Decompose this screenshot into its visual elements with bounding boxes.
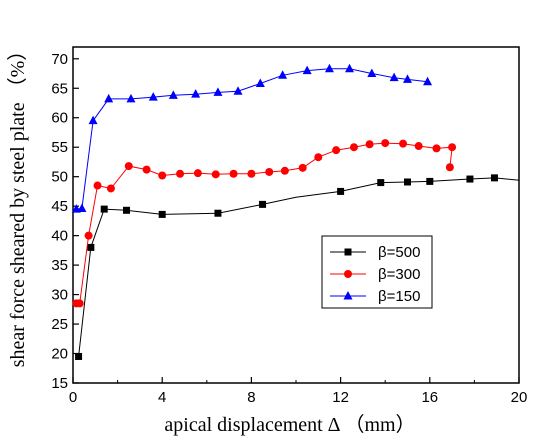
x-tick-label: 0 xyxy=(69,389,77,406)
legend-label: β=300 xyxy=(378,266,420,283)
data-point xyxy=(255,78,265,88)
data-point xyxy=(381,139,390,148)
x-tick-label: 8 xyxy=(247,389,255,406)
legend-marker xyxy=(343,291,353,300)
data-point xyxy=(168,90,178,99)
data-point xyxy=(93,181,102,190)
data-point xyxy=(158,210,166,218)
data-point xyxy=(490,174,498,182)
y-tick-label: 45 xyxy=(51,198,68,215)
data-point xyxy=(84,231,93,240)
legend: β=500 β=300 β=150 xyxy=(321,235,433,309)
x-axis: 0 4 8 12 16 20 xyxy=(69,377,528,406)
legend-marker xyxy=(344,270,352,278)
series-triangle xyxy=(71,63,433,213)
data-point xyxy=(298,163,307,172)
legend-label: β=150 xyxy=(378,288,420,305)
data-point xyxy=(124,162,133,171)
data-point xyxy=(214,209,222,217)
data-point xyxy=(126,93,136,103)
data-point xyxy=(87,243,95,251)
x-tick-label: 16 xyxy=(421,389,438,406)
data-point xyxy=(176,169,185,178)
y-tick-label: 30 xyxy=(51,287,68,304)
data-point xyxy=(423,76,433,86)
y-tick-label: 40 xyxy=(51,228,68,245)
data-point xyxy=(259,200,267,208)
data-point xyxy=(75,299,84,308)
data-point xyxy=(104,93,114,103)
data-point xyxy=(75,352,83,360)
y-tick-label: 15 xyxy=(51,375,68,392)
data-point xyxy=(377,179,385,187)
y-tick-label: 25 xyxy=(51,316,68,333)
y-axis: 15 20 25 30 35 40 45 50 55 60 65 70 xyxy=(51,51,79,392)
data-point xyxy=(142,165,151,174)
y-tick-label: 60 xyxy=(51,110,68,127)
series-square xyxy=(75,174,520,360)
data-point xyxy=(324,63,334,73)
y-tick-label: 35 xyxy=(51,257,68,274)
data-point xyxy=(302,65,312,75)
legend-label: β=500 xyxy=(378,244,420,261)
data-point xyxy=(123,206,131,214)
legend-marker xyxy=(344,248,352,256)
y-tick-label: 55 xyxy=(51,139,68,156)
data-point xyxy=(403,74,412,83)
data-point xyxy=(404,178,411,186)
data-point xyxy=(365,140,374,149)
plot-frame xyxy=(72,46,520,384)
y-tick-label: 50 xyxy=(51,169,68,186)
series-layer xyxy=(71,63,520,360)
data-point xyxy=(426,177,434,185)
data-point xyxy=(445,163,454,172)
data-point xyxy=(278,70,288,79)
data-point xyxy=(265,167,274,176)
data-point xyxy=(88,115,98,125)
data-point xyxy=(100,205,108,213)
data-point xyxy=(106,184,115,193)
y-tick-label: 65 xyxy=(51,80,68,97)
data-point xyxy=(337,187,345,195)
series-line xyxy=(78,177,520,357)
data-point xyxy=(148,92,158,101)
y-tick-label: 20 xyxy=(51,346,68,363)
data-point xyxy=(193,169,202,178)
data-point xyxy=(280,166,289,175)
data-point xyxy=(213,87,223,96)
data-point xyxy=(314,153,323,162)
series-line xyxy=(76,68,428,210)
data-point xyxy=(191,89,201,98)
x-axis-title: apical displacement Δ （mm） xyxy=(164,413,415,436)
data-point xyxy=(466,175,474,183)
data-point xyxy=(448,143,457,152)
data-point xyxy=(332,146,341,155)
x-tick-label: 20 xyxy=(511,389,528,406)
data-point xyxy=(367,68,377,78)
y-tick-label: 70 xyxy=(51,51,68,68)
x-tick-label: 12 xyxy=(332,389,349,406)
data-point xyxy=(247,169,256,178)
data-point xyxy=(77,203,87,213)
data-point xyxy=(399,139,408,148)
y-axis-title: shear force sheared by steel plate （%） xyxy=(6,41,29,368)
data-point xyxy=(233,86,243,95)
data-point xyxy=(158,171,167,180)
data-point xyxy=(414,142,423,151)
data-point xyxy=(389,72,399,82)
data-point xyxy=(229,169,238,178)
data-point xyxy=(432,144,441,153)
data-point xyxy=(211,170,220,179)
data-point xyxy=(349,143,358,152)
series-circle xyxy=(72,139,457,308)
x-tick-label: 4 xyxy=(158,389,166,406)
data-point xyxy=(345,63,355,73)
